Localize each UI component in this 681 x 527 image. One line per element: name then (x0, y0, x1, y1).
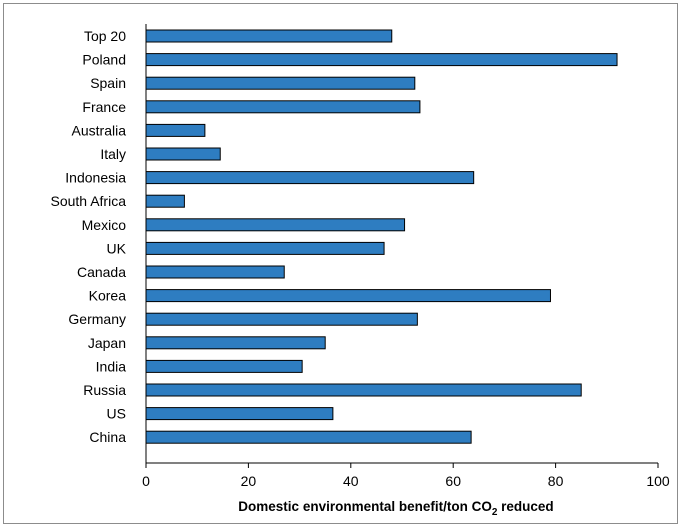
bar (145, 265, 285, 279)
category-label: US (107, 406, 126, 422)
category-label: China (89, 429, 126, 445)
bar (145, 430, 472, 444)
x-tick-label: 100 (646, 473, 670, 489)
category-label: India (96, 358, 127, 374)
category-label: Japan (88, 335, 126, 351)
bars-group (145, 29, 618, 444)
bar (145, 100, 421, 114)
x-tick-label: 80 (548, 473, 564, 489)
category-label: France (82, 99, 126, 115)
category-label: Poland (82, 52, 126, 68)
category-label: Canada (77, 264, 126, 280)
bar (145, 241, 385, 255)
bar (145, 289, 551, 303)
category-label: Australia (72, 122, 127, 138)
category-label: Russia (83, 382, 126, 398)
x-tick-label: 0 (142, 473, 150, 489)
category-label: Indonesia (65, 170, 126, 186)
category-label: Top 20 (84, 28, 126, 44)
category-labels-group: Top 20 Poland Spain France Australia Italy Ind… (51, 28, 127, 445)
category-label: Italy (100, 146, 126, 162)
x-axis-title-subscript: 2 (492, 507, 498, 518)
x-axis-title-main: Domestic environmental benefit/ton CO (238, 499, 492, 514)
category-label: South Africa (51, 193, 127, 209)
bar (145, 359, 303, 373)
bar (145, 312, 418, 326)
x-tick-label: 60 (445, 473, 461, 489)
bar (145, 123, 206, 137)
bar (145, 407, 334, 421)
x-tick-label: 40 (343, 473, 359, 489)
bar (145, 194, 185, 208)
x-axis-title: Domestic environmental benefit/ton CO2 r… (238, 499, 553, 518)
x-tick-label: 20 (241, 473, 257, 489)
category-label: Germany (68, 311, 126, 327)
bar (145, 336, 326, 350)
bar (145, 218, 406, 232)
bar (145, 76, 416, 90)
bar (145, 147, 221, 161)
category-label: Korea (89, 288, 127, 304)
x-axis-title-end: reduced (497, 499, 553, 514)
category-label: Mexico (82, 217, 127, 233)
category-label: UK (107, 240, 127, 256)
bar (145, 29, 393, 43)
bar (145, 383, 582, 397)
x-ticks-group: 0 20 40 60 80 100 (142, 463, 670, 489)
bar (145, 53, 618, 67)
category-label: Spain (90, 75, 126, 91)
bar (145, 171, 475, 185)
